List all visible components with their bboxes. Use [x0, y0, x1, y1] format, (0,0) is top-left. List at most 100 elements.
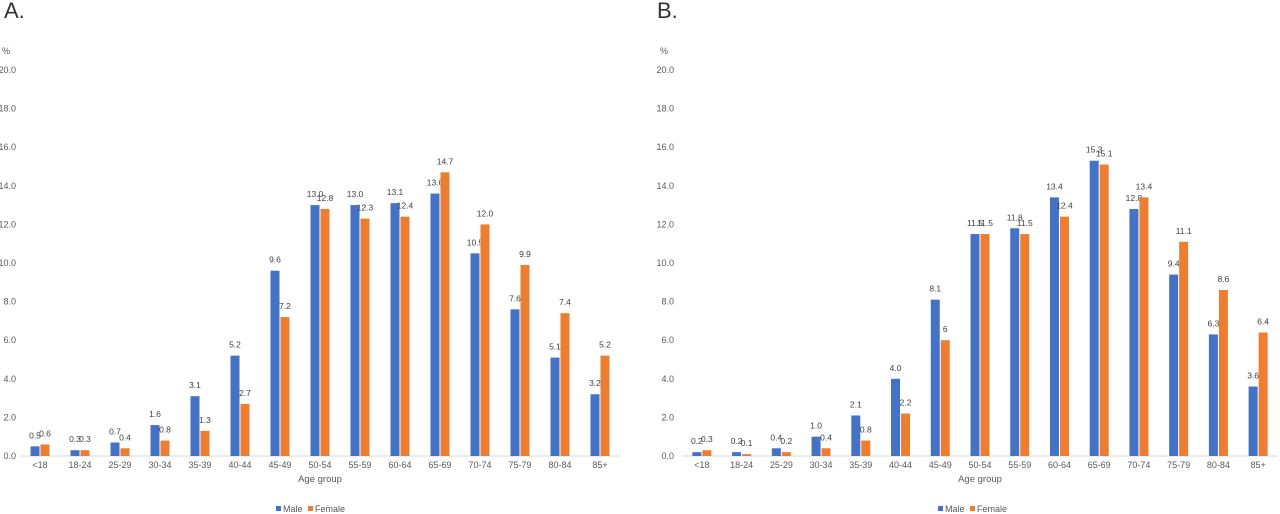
data-label-male: 12.8 [1126, 193, 1143, 203]
panel-label: B. [657, 0, 678, 23]
panel-label: A. [4, 0, 25, 23]
data-label-female: 12.4 [1056, 201, 1073, 211]
bar-male [270, 270, 280, 456]
data-label-female: 12.0 [477, 208, 494, 218]
data-label-male: 11.8 [1007, 212, 1023, 222]
x-tick-label: 70-74 [468, 460, 491, 470]
x-tick-label: 50-54 [968, 460, 991, 470]
y-tick-label: 16.0 [656, 142, 674, 152]
y-tick-label: 12.0 [0, 219, 16, 229]
y-tick-label: 0.0 [661, 451, 674, 461]
x-tick-label: 75-79 [1167, 460, 1190, 470]
bar-female [781, 452, 791, 456]
data-label-male: 9.6 [269, 255, 281, 265]
y-tick-label: 2.0 [3, 412, 16, 422]
legend-swatch-female [308, 506, 313, 511]
data-label-female: 0.6 [39, 428, 51, 438]
data-label-female: 11.1 [1176, 226, 1192, 236]
x-tick-label: 35-39 [188, 460, 211, 470]
bar-male [230, 355, 240, 456]
y-tick-label: 14.0 [0, 181, 16, 191]
x-tick-label: 55-59 [348, 460, 371, 470]
chart-panel-b: B.% 0.0 2.0 4.0 6.0 8.0 10.0 12.0 14.0 16.0 18.0 20… [656, 0, 1278, 514]
x-tick-label: <18 [32, 460, 47, 470]
bar-female [980, 234, 990, 456]
data-label-female: 8.6 [1217, 274, 1229, 284]
legend-label-male: Male [283, 504, 303, 514]
x-axis-title: Age group [958, 474, 1002, 485]
data-label-male: 11.5 [967, 218, 983, 228]
data-label-male: 15.3 [1086, 145, 1103, 155]
bar-male [1248, 386, 1258, 456]
bar-male [930, 299, 940, 456]
y-axis-unit-label: % [2, 46, 10, 56]
y-tick-label: 2.0 [661, 412, 674, 422]
y-tick-label: 6.0 [3, 335, 16, 345]
x-tick-label: 25-29 [108, 460, 131, 470]
x-axis-title: Age group [298, 474, 342, 485]
x-tick-label: 50-54 [308, 460, 331, 470]
data-label-female: 0.4 [820, 432, 832, 442]
bar-male [190, 396, 200, 456]
bar-male [550, 357, 560, 456]
bar-male [30, 446, 40, 456]
y-tick-label: 18.0 [656, 104, 674, 114]
bar-male [1010, 228, 1020, 456]
x-tick-label: 80-84 [548, 460, 571, 470]
bar-female [400, 216, 410, 456]
bar-female [560, 313, 570, 456]
x-tick-label: 65-69 [1088, 460, 1111, 470]
bar-female [440, 172, 450, 457]
bar-male [70, 450, 80, 456]
x-tick-label: 85+ [1250, 460, 1265, 470]
bar-male [430, 193, 440, 456]
data-label-male: 13.0 [307, 189, 324, 199]
x-tick-label: 80-84 [1207, 460, 1230, 470]
x-tick-label: 30-34 [810, 460, 833, 470]
x-tick-label: 45-49 [929, 460, 952, 470]
data-label-female: 9.9 [519, 249, 531, 259]
x-tick-label: 85+ [592, 460, 607, 470]
data-label-female: 6.4 [1257, 316, 1269, 326]
bar-female [1099, 164, 1109, 456]
legend-label-female: Female [315, 504, 345, 514]
data-label-male: 3.6 [1247, 371, 1259, 381]
bar-female [120, 448, 130, 456]
x-tick-label: 30-34 [148, 460, 171, 470]
bar-female [702, 450, 712, 456]
bar-female [480, 224, 490, 456]
x-tick-label: 18-24 [68, 460, 91, 470]
bar-female [40, 444, 50, 456]
legend-label-female: Female [977, 504, 1007, 514]
data-label-female: 2.2 [900, 398, 912, 408]
x-tick-label: 60-64 [1048, 460, 1071, 470]
data-label-male: 9.4 [1168, 259, 1180, 269]
data-label-female: 14.7 [437, 156, 454, 166]
bar-female [1258, 332, 1268, 456]
data-label-male: 0.3 [69, 434, 81, 444]
bar-male [350, 205, 360, 456]
y-tick-label: 0.0 [3, 451, 16, 461]
bar-male [590, 394, 600, 456]
y-tick-label: 10.0 [0, 258, 16, 268]
data-label-female: 1.3 [199, 415, 211, 425]
data-label-female: 11.5 [977, 218, 993, 228]
y-tick-label: 10.0 [656, 258, 674, 268]
bar-female [901, 413, 911, 456]
data-label-female: 7.2 [279, 301, 291, 311]
x-tick-label: 35-39 [849, 460, 872, 470]
x-tick-label: 40-44 [889, 460, 912, 470]
data-label-male: 13.0 [347, 189, 364, 199]
data-label-male: 0.5 [29, 430, 41, 440]
bar-male [811, 436, 821, 456]
data-label-male: 13.4 [1046, 181, 1063, 191]
x-tick-label: 45-49 [268, 460, 291, 470]
bar-male [771, 448, 781, 456]
data-label-male: 5.1 [549, 342, 561, 352]
bar-male [110, 442, 120, 456]
data-label-male: 1.6 [149, 409, 161, 419]
data-label-male: 13.6 [427, 178, 444, 188]
data-label-male: 4.0 [890, 363, 902, 373]
data-label-female: 0.8 [159, 425, 171, 435]
bar-female [940, 340, 950, 456]
